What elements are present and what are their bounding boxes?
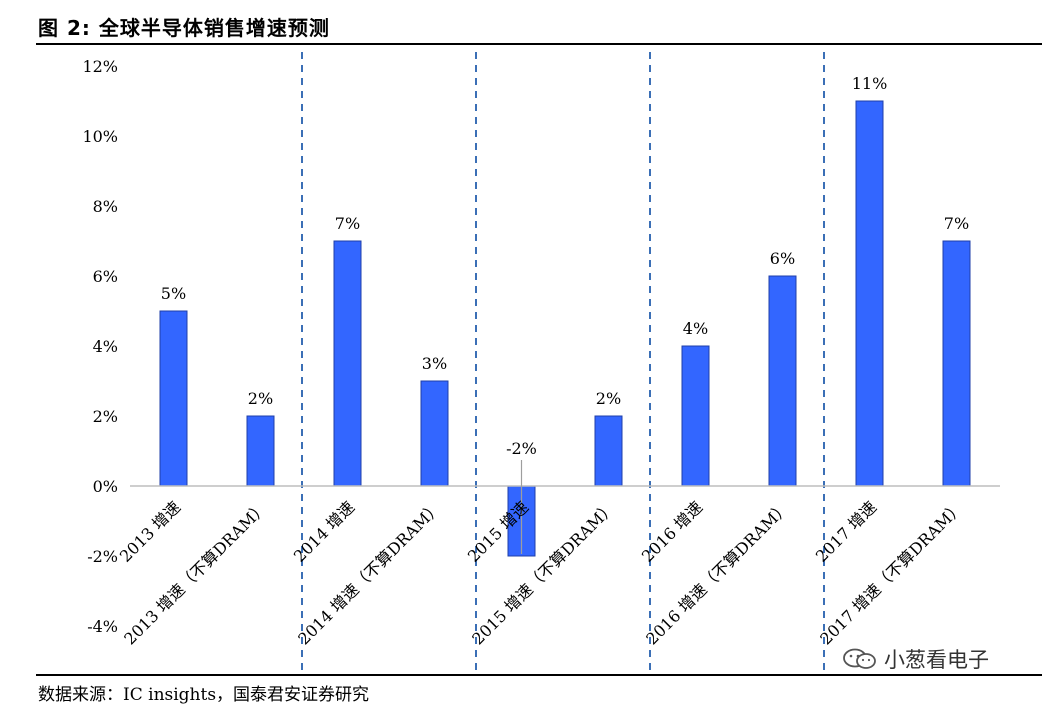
bar [246, 415, 275, 487]
bar [333, 240, 362, 487]
data-label: 7% [335, 214, 360, 233]
data-label: 3% [422, 354, 447, 373]
bar [855, 100, 884, 487]
data-labels: 5% 2% 7% 3% -2% 2% 4% 6% 11% 7% [161, 74, 969, 554]
y-tick-label: 4% [93, 337, 118, 356]
data-label: 7% [944, 214, 969, 233]
bar [768, 275, 797, 487]
data-label: 2% [596, 389, 621, 408]
y-axis-ticks: -4% -2% 0% 2% 4% 6% 8% 10% 12% [82, 57, 118, 636]
y-tick-label: 0% [93, 477, 118, 496]
y-tick-label: -4% [87, 617, 118, 636]
watermark-text: 小葱看电子 [884, 648, 989, 672]
y-tick-label: 6% [93, 267, 118, 286]
x-tick-label: 2013 增速 [116, 497, 184, 565]
wechat-icon [843, 648, 876, 669]
data-label: 5% [161, 284, 186, 303]
top-rule [36, 43, 1042, 45]
bar [159, 310, 188, 487]
x-tick-label: 2013 增速（不算DRAM） [120, 497, 271, 648]
data-label: 4% [683, 319, 708, 338]
x-tick-label: 2015 增速（不算DRAM） [468, 497, 619, 648]
x-tick-label: 2014 增速 [290, 497, 358, 565]
x-tick-label: 2016 增速 [638, 497, 706, 565]
x-tick-label: 2016 增速（不算DRAM） [642, 497, 793, 648]
x-tick-label: 2017 增速（不算DRAM） [816, 497, 967, 648]
data-label: -2% [506, 439, 537, 458]
y-tick-label: -2% [87, 547, 118, 566]
y-tick-label: 10% [82, 127, 118, 146]
source-note: 数据来源：IC insights，国泰君安证券研究 [38, 685, 370, 705]
bar [420, 380, 449, 487]
group-dividers [301, 52, 825, 672]
y-tick-label: 8% [93, 197, 118, 216]
figure-title: 图 2: 全球半导体销售增速预测 [38, 16, 330, 40]
data-label: 2% [248, 389, 273, 408]
data-label: 11% [852, 74, 888, 93]
bars [159, 100, 971, 557]
bar [942, 240, 971, 487]
bar [594, 415, 623, 487]
y-tick-label: 12% [82, 57, 118, 76]
data-label: 6% [770, 249, 795, 268]
y-tick-label: 2% [93, 407, 118, 426]
watermark: 小葱看电子 [842, 644, 989, 674]
bar [681, 345, 710, 487]
bottom-rule [36, 674, 1042, 676]
x-tick-label: 2017 增速 [812, 497, 880, 565]
x-tick-label: 2014 增速（不算DRAM） [294, 497, 445, 648]
